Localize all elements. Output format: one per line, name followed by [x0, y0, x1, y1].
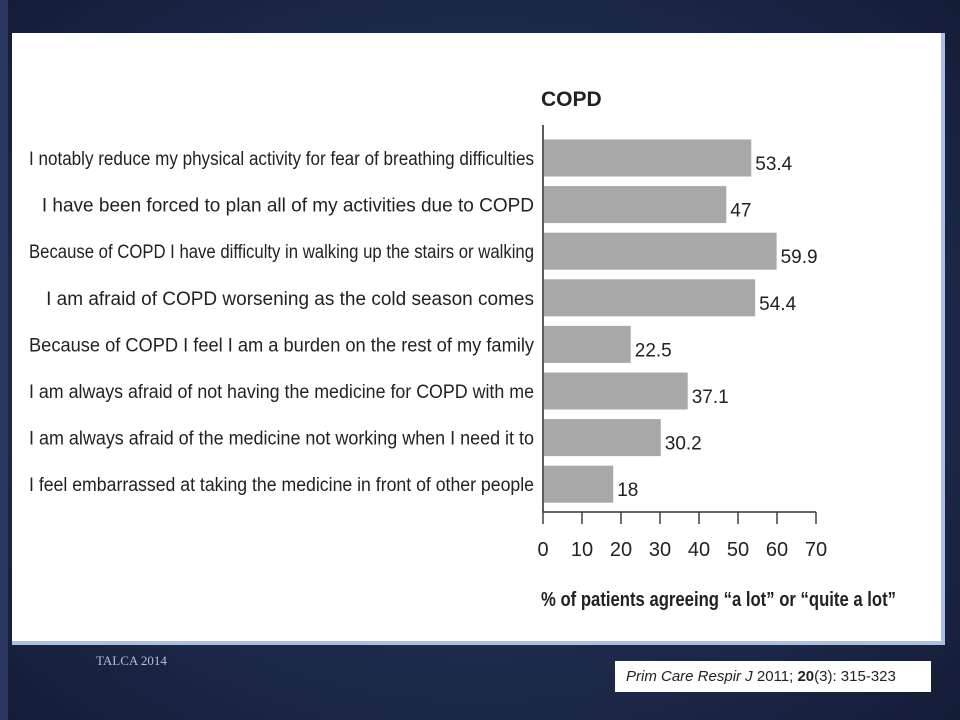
- x-tick-label: 30: [649, 539, 671, 561]
- citation-journal: Prim Care Respir J: [626, 668, 753, 685]
- category-label: I am always afraid of not having the med…: [29, 382, 534, 403]
- value-label: 22.5: [635, 340, 672, 361]
- x-axis-label: % of patients agreeing “a lot” or “quite…: [541, 589, 896, 611]
- x-tick-label: 20: [610, 539, 632, 561]
- value-label: 18: [617, 480, 638, 501]
- citation-volume: 20: [797, 668, 815, 685]
- category-label: Because of COPD I feel I am a burden on …: [29, 335, 534, 356]
- bar: [544, 232, 777, 270]
- bar: [544, 465, 614, 503]
- chart-title: COPD: [541, 88, 602, 111]
- value-label: 37.1: [692, 387, 729, 408]
- bar: [544, 279, 756, 317]
- bar: [544, 419, 661, 457]
- category-label: Because of COPD I have difficulty in wal…: [29, 242, 534, 263]
- category-label: I am afraid of COPD worsening as the col…: [46, 289, 534, 310]
- value-label: 47: [730, 201, 751, 222]
- value-label: 30.2: [665, 434, 702, 455]
- footer-label: TALCA 2014: [96, 653, 167, 668]
- category-label: I notably reduce my physical activity fo…: [29, 149, 534, 170]
- value-label: 59.9: [781, 247, 818, 268]
- slide-content-panel: [12, 33, 945, 645]
- category-label: I have been forced to plan all of my act…: [42, 196, 534, 217]
- citation-issue-pages: (3): 315-323: [814, 668, 896, 685]
- x-tick-label: 50: [727, 539, 749, 561]
- x-tick-label: 60: [766, 539, 788, 561]
- x-tick-label: 40: [688, 539, 710, 561]
- citation-box: Prim Care Respir J 2011; 20(3): 315-323: [615, 661, 931, 692]
- x-tick-label: 10: [571, 539, 593, 561]
- left-accent-bar: [0, 0, 8, 720]
- bar: [544, 139, 752, 177]
- bar: [544, 186, 727, 224]
- value-label: 54.4: [759, 294, 796, 315]
- x-tick-label: 70: [805, 539, 827, 561]
- bar: [544, 372, 688, 410]
- citation-year: 2011;: [752, 668, 798, 685]
- value-label: 53.4: [755, 154, 792, 175]
- x-tick-label: 0: [537, 539, 548, 561]
- category-label: I am always afraid of the medicine not w…: [29, 429, 534, 450]
- category-label: I feel embarrassed at taking the medicin…: [29, 475, 534, 496]
- bar: [544, 325, 631, 363]
